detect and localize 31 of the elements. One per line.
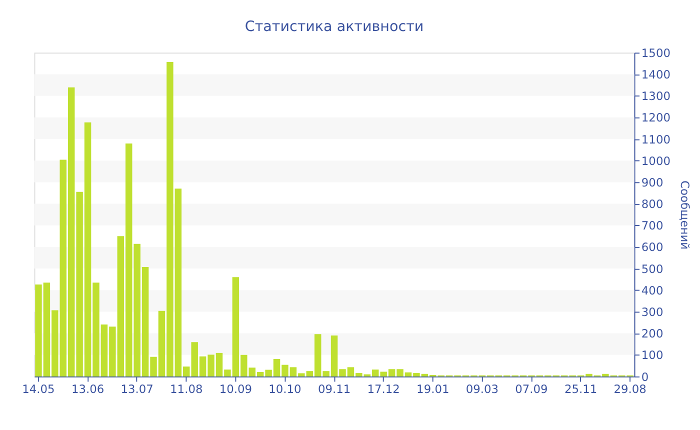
x-tick-label: 13.06 <box>71 382 104 396</box>
x-tick-label: 09.03 <box>466 382 499 396</box>
y-tick-label: 500 <box>641 262 664 276</box>
y-tick-label: 1000 <box>641 154 670 168</box>
y-tick-label: 1400 <box>641 68 670 82</box>
y-tick-label: 600 <box>641 240 664 254</box>
y-tick-label: 700 <box>641 218 664 233</box>
y-tick-label: 1200 <box>641 110 670 125</box>
x-tick-label: 10.10 <box>268 382 302 396</box>
x-tick-label: 07.09 <box>515 382 548 396</box>
y-tick-label: 200 <box>641 326 664 341</box>
y-tick-label: 800 <box>641 197 664 212</box>
x-tick-label: 19.01 <box>416 382 450 396</box>
x-tick-label: 25.11 <box>564 382 598 396</box>
x-tick-label: 29.08 <box>614 382 646 396</box>
x-tick-label: 09.11 <box>318 382 351 396</box>
x-tick-label: 10.09 <box>219 382 252 396</box>
x-tick-label: 14.05 <box>22 382 55 396</box>
y-tick-label: 1500 <box>641 46 670 60</box>
y-tick-label: 300 <box>641 305 664 319</box>
y-tick-label: 1100 <box>641 132 670 146</box>
y-tick-label: 1300 <box>641 89 670 104</box>
y-tick-label: 0 <box>641 370 649 384</box>
y-axis-title: Сообщений <box>678 180 692 250</box>
y-tick-label: 400 <box>641 283 664 298</box>
x-tick-label: 17.12 <box>367 382 400 396</box>
y-tick-label: 100 <box>641 348 664 362</box>
chart-title: Статистика активности <box>244 18 424 35</box>
x-tick-label: 11.08 <box>170 382 203 396</box>
y-tick-label: 900 <box>641 175 664 190</box>
x-tick-label: 13.07 <box>120 382 154 396</box>
